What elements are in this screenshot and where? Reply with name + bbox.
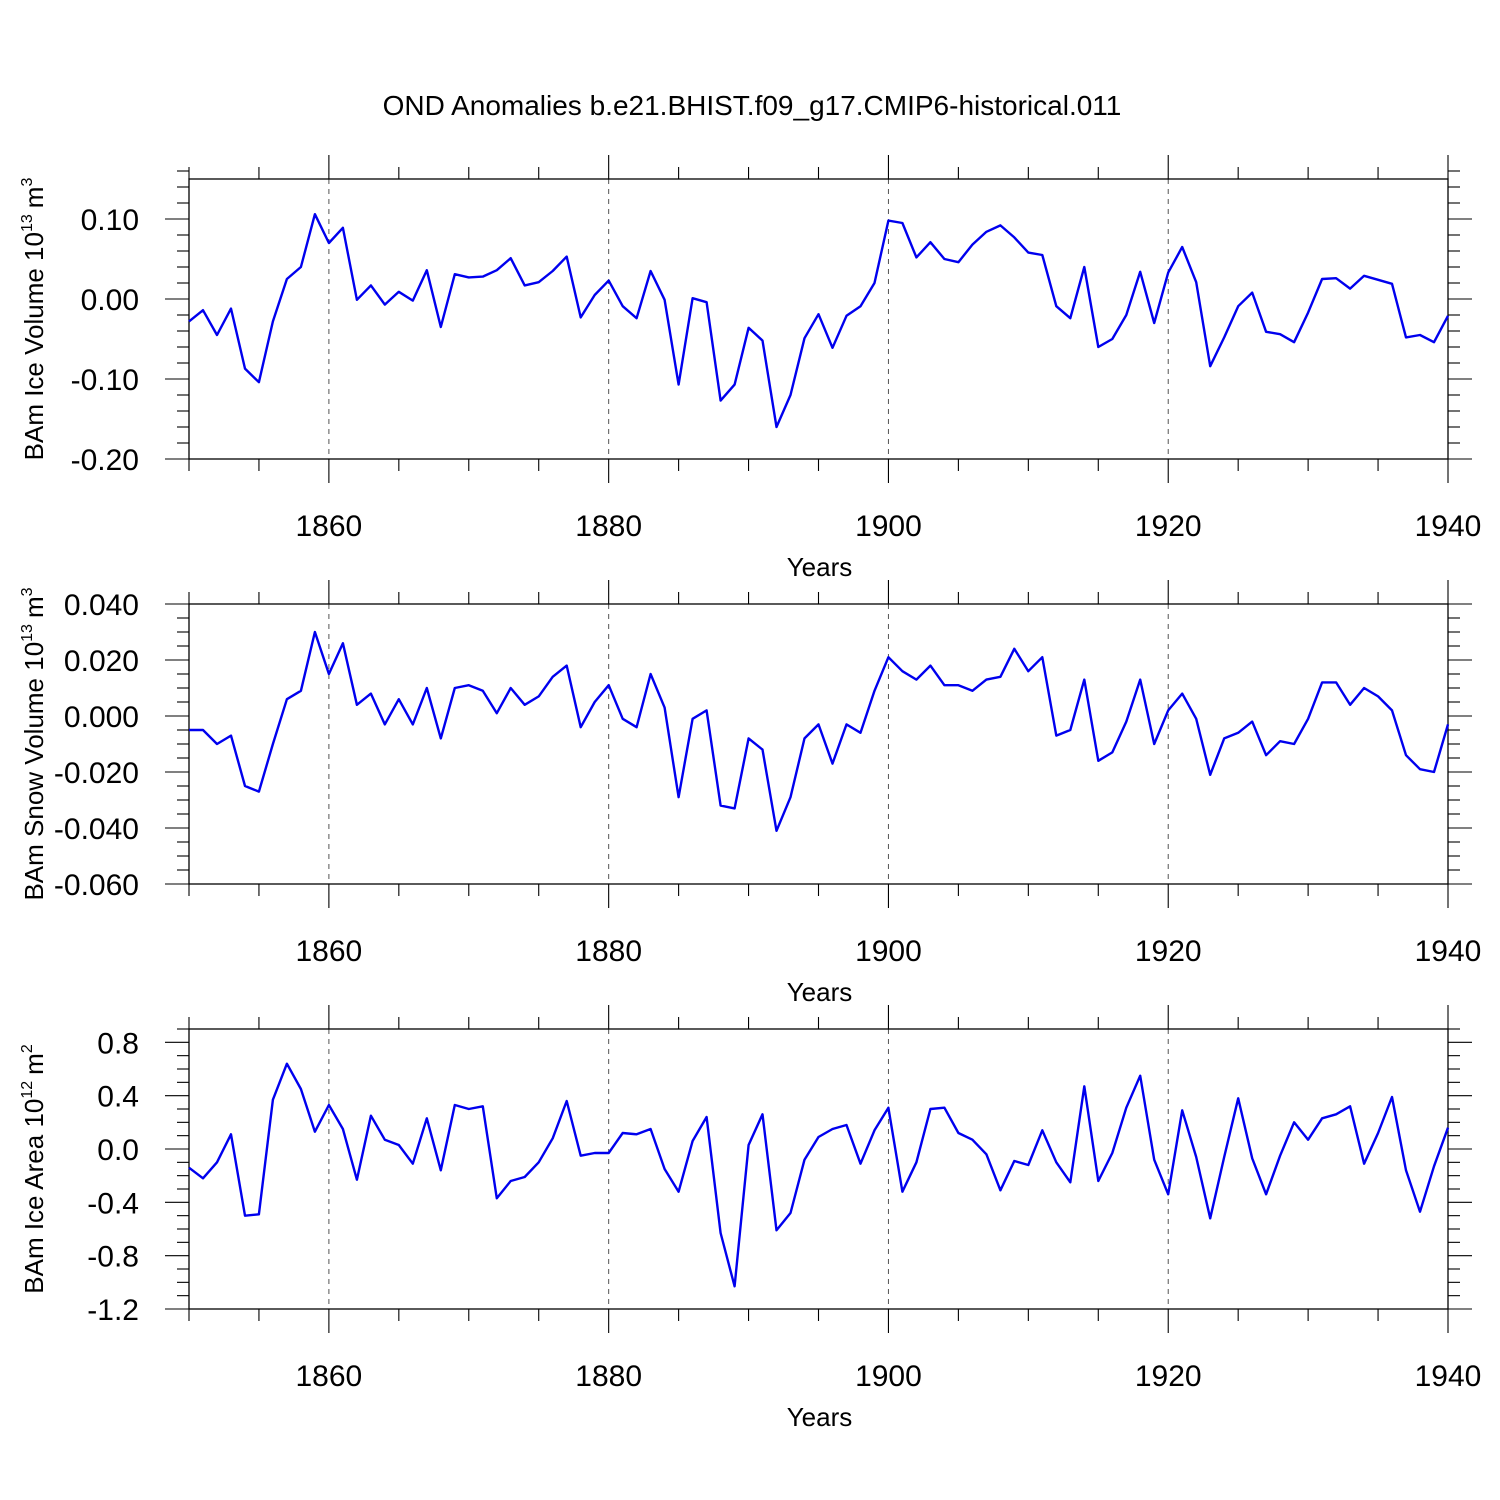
plot-frame <box>188 603 1449 885</box>
y-tick-label: 0.040 <box>64 589 139 622</box>
y-axis-title-main: BAm Ice Area 10 <box>19 1099 49 1294</box>
y-tick-label: 0.000 <box>64 701 139 734</box>
x-tick-label: 1920 <box>1135 935 1202 968</box>
plot-frame <box>188 1028 1449 1310</box>
y-tick-label: 0.10 <box>81 204 139 237</box>
x-axis-title: Years <box>787 1402 853 1432</box>
y-axis-title-unit-exponent: 3 <box>19 178 36 187</box>
y-tick-label: 0.4 <box>97 1081 139 1114</box>
panel-ice-volume: 0.10 0.00 -0.10 -0.20 1860 1880 1900 1920 1940 Ye… <box>19 155 1481 582</box>
x-tick-label: 1860 <box>296 935 363 968</box>
y-tick-label: -0.020 <box>54 757 139 790</box>
series-line-ice-area <box>188 1062 1450 1288</box>
y-axis-title-unit: m <box>19 187 49 209</box>
y-tick-label: -0.040 <box>54 813 139 846</box>
y-axis-title: BAm Ice Area 1012 m2 <box>19 1044 49 1294</box>
x-tick-label: 1920 <box>1135 510 1202 543</box>
y-tick-label: -0.4 <box>87 1187 139 1220</box>
x-tick-label: 1940 <box>1415 1360 1482 1393</box>
y-axis-title-exponent: 13 <box>19 624 36 642</box>
x-tick-label: 1900 <box>855 1360 922 1393</box>
y-tick-label: -0.8 <box>87 1241 139 1274</box>
y-axis-title-exponent: 12 <box>19 1081 36 1099</box>
y-axis-title-exponent: 13 <box>19 214 36 232</box>
x-tick-label: 1880 <box>575 935 642 968</box>
y-tick-label: 0.8 <box>97 1027 139 1060</box>
series-line-snow-volume <box>189 630 1450 832</box>
series-line-ice-volume <box>188 212 1450 429</box>
x-tick-label: 1900 <box>855 935 922 968</box>
y-axis-title-unit-exponent: 2 <box>19 1044 36 1053</box>
y-axis-title: BAm Ice Volume 1013 m3 <box>19 178 49 461</box>
y-tick-label: -0.060 <box>54 869 139 902</box>
y-tick-label: -1.2 <box>87 1294 139 1327</box>
x-axis-title: Years <box>787 552 853 582</box>
figure-title: OND Anomalies b.e21.BHIST.f09_g17.CMIP6-… <box>383 90 1122 121</box>
panels-container: 0.10 0.00 -0.10 -0.20 1860 1880 1900 1920 1940 Ye… <box>19 155 1481 1432</box>
x-tick-label: 1940 <box>1415 510 1482 543</box>
y-tick-label: 0.00 <box>81 284 139 317</box>
y-tick-label: -0.20 <box>71 444 139 477</box>
y-axis-title-main: BAm Snow Volume 10 <box>19 642 49 901</box>
x-axis-title: Years <box>787 977 853 1007</box>
x-tick-label: 1860 <box>296 510 363 543</box>
y-tick-label: 0.020 <box>64 645 139 678</box>
panel-ice-area: 0.8 0.4 0.0 -0.4 -0.8 -1.2 1860 1880 1900 1920 194… <box>19 1005 1481 1432</box>
x-tick-label: 1900 <box>855 510 922 543</box>
y-tick-label: -0.10 <box>71 364 139 397</box>
panel-snow-volume: 0.040 0.020 0.000 -0.020 -0.040 -0.060 1860 188… <box>19 580 1481 1007</box>
y-axis-title-unit-exponent: 3 <box>19 587 36 596</box>
x-tick-label: 1880 <box>575 510 642 543</box>
x-tick-label: 1860 <box>296 1360 363 1393</box>
plot-frame <box>188 178 1449 460</box>
y-axis-title: BAm Snow Volume 1013 m3 <box>19 587 49 900</box>
x-tick-label: 1940 <box>1415 935 1482 968</box>
y-axis-title-main: BAm Ice Volume 10 <box>19 232 49 460</box>
y-axis-title-unit: m <box>19 596 49 618</box>
x-tick-label: 1880 <box>575 1360 642 1393</box>
x-tick-label: 1920 <box>1135 1360 1202 1393</box>
y-tick-label: 0.0 <box>97 1134 139 1167</box>
y-axis-title-unit: m <box>19 1053 49 1075</box>
